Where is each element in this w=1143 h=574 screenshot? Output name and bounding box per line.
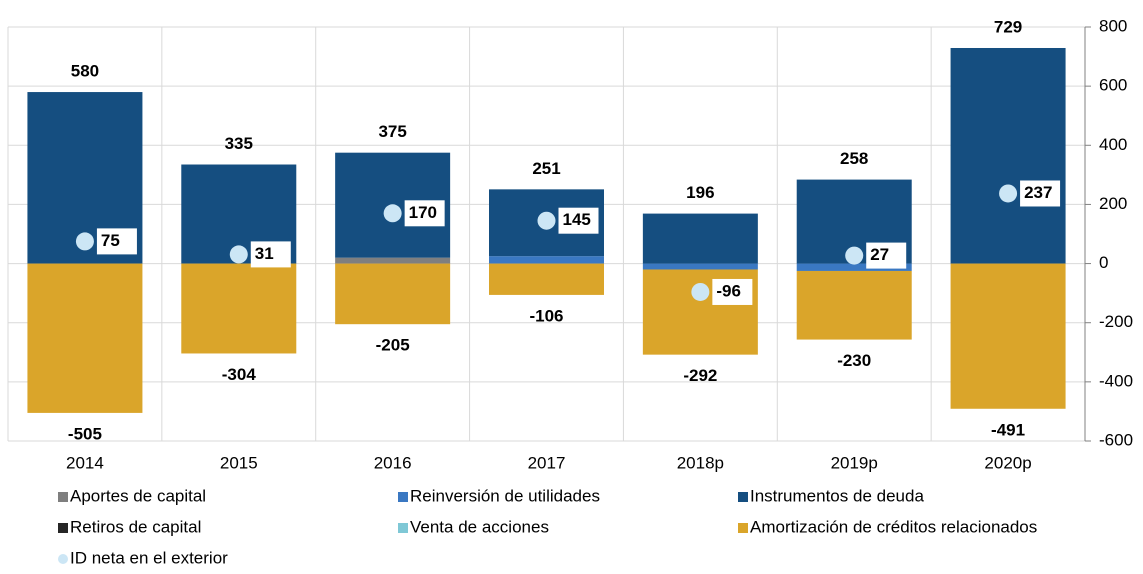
total-label: 258	[840, 149, 868, 168]
y-tick-label: 0	[1099, 253, 1108, 272]
x-tick-label: 2019p	[831, 453, 878, 472]
net-label: 237	[1024, 183, 1052, 202]
x-tick-label: 2016	[374, 453, 412, 472]
legend-label: Venta de acciones	[410, 517, 549, 536]
total-label: -505	[68, 424, 102, 443]
bar-segment	[796, 270, 912, 340]
total-label: 375	[378, 122, 406, 141]
label-box	[866, 242, 907, 269]
legend-swatch	[398, 492, 408, 502]
legend-swatch	[58, 554, 68, 564]
total-label: 196	[686, 183, 714, 202]
x-tick-label: 2017	[528, 453, 566, 472]
net-label: 27	[870, 245, 889, 264]
bar-segment	[335, 263, 451, 325]
total-label: 580	[71, 62, 99, 81]
label-box	[96, 228, 137, 255]
bar-segment	[796, 263, 912, 271]
x-tick-label: 2014	[66, 453, 104, 472]
total-label: 335	[225, 134, 253, 153]
net-dot	[383, 204, 402, 223]
total-label: 729	[994, 17, 1022, 36]
y-tick-label: 800	[1099, 16, 1127, 35]
bar-segment	[950, 263, 1066, 409]
bar-segment	[335, 257, 451, 264]
net-label: 145	[563, 210, 591, 229]
legend-label: Reinversión de utilidades	[410, 486, 600, 505]
net-dot	[229, 245, 248, 264]
y-tick-label: 200	[1099, 194, 1127, 213]
bar-segment	[642, 263, 758, 270]
legend-swatch	[738, 492, 748, 502]
label-box	[1020, 180, 1061, 207]
y-tick-label: -200	[1099, 312, 1133, 331]
net-label: -96	[716, 281, 741, 300]
legend-swatch	[738, 523, 748, 533]
y-tick-label: 400	[1099, 135, 1127, 154]
net-dot	[75, 232, 94, 251]
label-box	[558, 207, 599, 234]
bar-segment	[642, 213, 758, 264]
bar-segment	[489, 263, 604, 295]
net-label: 31	[255, 244, 274, 263]
net-label: 170	[409, 203, 437, 222]
label-box	[712, 278, 753, 305]
legend-label: Aportes de capital	[70, 486, 206, 505]
net-dot	[691, 282, 710, 301]
net-dot	[999, 184, 1018, 203]
total-label: -292	[683, 366, 717, 385]
net-dot	[537, 211, 556, 230]
x-tick-label: 2020p	[984, 453, 1031, 472]
total-label: 251	[532, 159, 560, 178]
x-tick-label: 2015	[220, 453, 258, 472]
x-tick-label: 2018p	[677, 453, 724, 472]
bar-segment	[489, 256, 604, 264]
legend-swatch	[58, 492, 68, 502]
total-label: -491	[991, 420, 1025, 439]
y-tick-label: -400	[1099, 371, 1133, 390]
total-label: -304	[222, 365, 257, 384]
label-box	[404, 200, 445, 227]
bar-segment	[950, 47, 1066, 264]
total-label: -106	[529, 306, 563, 325]
total-label: -205	[376, 336, 410, 355]
net-label: 75	[101, 231, 120, 250]
legend-label: Instrumentos de deuda	[750, 486, 924, 505]
legend-label: ID neta en el exterior	[70, 548, 228, 567]
net-dot	[845, 246, 864, 265]
legend-swatch	[58, 523, 68, 533]
total-label: -230	[837, 351, 871, 370]
label-box	[250, 241, 291, 268]
bar-segment	[181, 263, 297, 354]
bar-segment	[27, 263, 143, 413]
y-tick-label: 600	[1099, 76, 1127, 95]
legend-swatch	[398, 523, 408, 533]
y-tick-label: -600	[1099, 430, 1133, 449]
legend-label: Retiros de capital	[70, 517, 201, 536]
legend-label: Amortización de créditos relacionados	[750, 517, 1037, 536]
